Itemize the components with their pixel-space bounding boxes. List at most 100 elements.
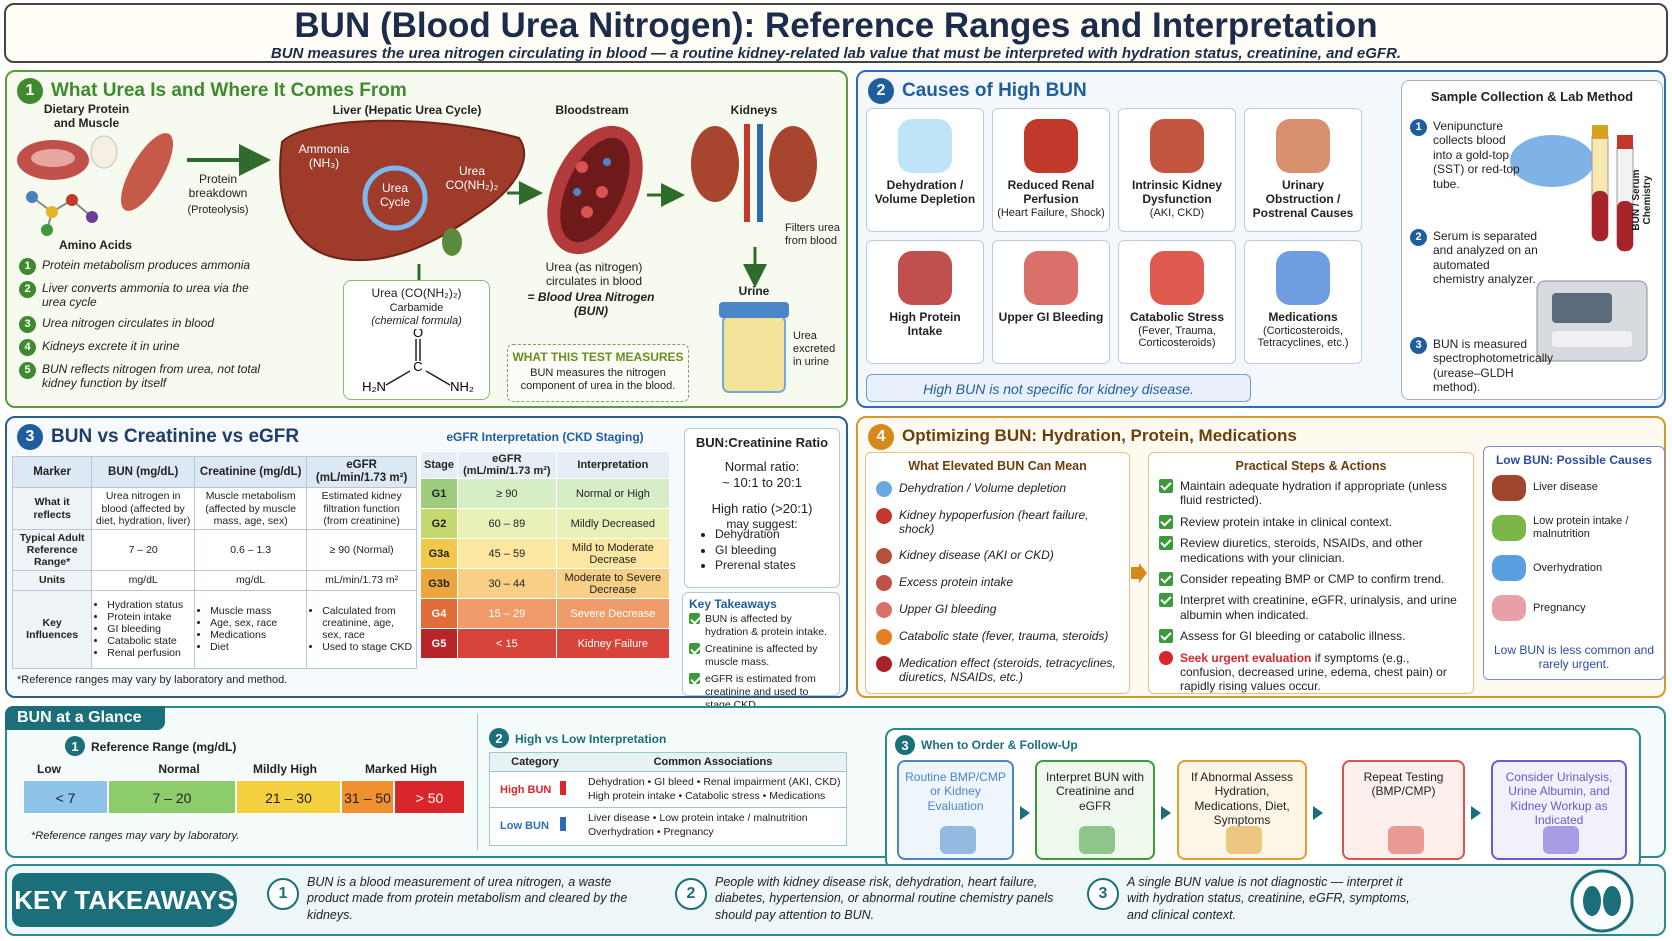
step-text: Urea nitrogen circulates in blood — [42, 315, 215, 330]
stage-cell: Kidney Failure — [555, 628, 671, 659]
step-number: 2 — [1410, 229, 1427, 246]
cause-label: Medications — [1268, 310, 1338, 324]
takeaway-number: 2 — [675, 878, 707, 910]
item-text: Kidney hypoperfusion (heart failure, sho… — [899, 508, 1089, 537]
table-cell: Hydration statusProtein intakeGI bleedin… — [91, 589, 196, 669]
section-compare: 3 BUN vs Creatinine vs eGFR Marker BUN (m… — [5, 416, 848, 711]
egfr-table: Stage eGFR (mL/min/1.73 m²) Interpretation… — [420, 451, 671, 659]
takeaway-text: People with kidney disease risk, dehydra… — [715, 875, 1054, 922]
range-band: 7 – 20 — [108, 780, 236, 814]
step-row: 4 Kidneys excrete it in urine — [19, 338, 269, 356]
elevated-box: What Elevated BUN Can Mean Dehydration /… — [865, 452, 1130, 694]
cause-label: Dehydration / Volume Depletion — [874, 178, 976, 206]
shape — [576, 161, 588, 173]
shape — [1131, 563, 1147, 583]
stage-cell: 30 – 44 — [456, 568, 557, 599]
item-text: Low protein intake / malnutrition — [1533, 515, 1629, 541]
item-icon — [876, 574, 892, 591]
takeaway-number: 3 — [1087, 878, 1119, 910]
ratio-value: ~ 10:1 to 20:1 — [722, 475, 802, 490]
sample-title: Sample Collection & Lab Method — [1430, 89, 1634, 104]
alert-icon — [1159, 650, 1173, 665]
item-icon — [876, 508, 892, 524]
table-cell: Calculated from creatinine, age, sex, ra… — [306, 589, 417, 669]
table-cell: Units — [11, 569, 93, 591]
order-step: Repeat Testing (BMP/CMP) — [1342, 760, 1465, 860]
flow-arrow — [1020, 806, 1030, 820]
tube-label: BUN / Serum Chemistry — [1631, 169, 1653, 231]
item-icon — [876, 481, 892, 497]
order-panel: 3 When to Order & Follow-Up Routine BMP/… — [885, 728, 1641, 870]
section-optimize: 4 Optimizing BUN: Hydration, Protein, Me… — [856, 416, 1666, 698]
takeaway-item: BUN is affected by hydration & protein i… — [689, 613, 835, 638]
action-item: Consider repeating BMP or CMP to confirm… — [1159, 571, 1465, 586]
cause-label: Urinary Obstruction / Postrenal Causes — [1252, 178, 1354, 220]
diagram-label: Amino Acids — [59, 238, 132, 252]
takeaway-item: Creatinine is affected by muscle mass. — [689, 643, 835, 668]
shape — [66, 194, 78, 206]
section-causes: 2 Causes of High BUN Dehydration / Volum… — [856, 70, 1666, 408]
section-takeaways: KEY TAKEAWAYS 1 BUN is a blood measuremen… — [5, 864, 1666, 936]
shape — [573, 188, 581, 196]
page-subtitle: BUN measures the urea nitrogen circulati… — [270, 45, 1402, 62]
elevated-item: Kidney hypoperfusion (heart failure, sho… — [876, 508, 1121, 537]
takeaways-title: KEY TAKEAWAYS — [12, 873, 237, 927]
diagram-label: = Blood Urea Nitrogen (BUN) — [527, 290, 655, 319]
stage-cell: Mildly Decreased — [555, 508, 671, 539]
low-item: Low protein intake / malnutrition — [1492, 515, 1658, 542]
table-row: Key InfluencesHydration statusProtein in… — [11, 589, 417, 669]
sample-step: 3 BUN is measured spectrophotometrically … — [1410, 337, 1560, 395]
bullet-item: Calculated from creatinine, age, sex, ra… — [322, 605, 413, 641]
panel-number: 2 — [489, 728, 509, 748]
glance-title: BUN at a Glance — [5, 706, 165, 730]
shape — [31, 196, 93, 231]
order-text: Routine BMP/CMP or Kidney Evaluation — [905, 770, 1006, 813]
header-row: Marker BUN (mg/dL) Creatinine (mg/dL) eGFR … — [11, 455, 417, 489]
order-text: If Abnormal Assess Hydration, Medication… — [1190, 770, 1294, 828]
shape — [90, 135, 118, 169]
table-cell: 0.6 – 1.3 — [194, 528, 308, 571]
interpretation-table: Category Common Associations High BUN Dehyd… — [489, 752, 847, 846]
bullet-item: GI bleeding — [107, 623, 191, 635]
table-cell: Typical Adult Reference Range* — [11, 528, 93, 571]
shape — [581, 206, 593, 218]
ratio-title: BUN:Creatinine Ratio — [695, 435, 829, 450]
urea-diagram — [17, 119, 817, 393]
stage-cell: Moderate to Severe Decrease — [555, 568, 671, 599]
step-row: 5 BUN reflects nitrogen from urea, not to… — [19, 361, 269, 391]
step-row: 3 Urea nitrogen circulates in blood — [19, 315, 269, 333]
takeaway-number: 1 — [267, 878, 299, 910]
step-number: 2 — [19, 281, 36, 298]
cause-detail: (Fever, Trauma, Corticosteroids) — [1138, 324, 1216, 350]
table-row: Units mg/dL mg/dL mL/min/1.73 m² — [11, 569, 417, 591]
item-icon — [1492, 475, 1526, 501]
shape — [385, 370, 411, 386]
association: Dehydration • GI bleed • Renal impairmen… — [588, 776, 841, 788]
stage-row: G1 ≥ 90 Normal or High — [420, 478, 671, 509]
shape — [86, 211, 98, 223]
action-text: Maintain adequate hydration if appropria… — [1180, 479, 1447, 508]
shape — [41, 224, 53, 236]
table-cell: ≥ 90 (Normal) — [306, 528, 417, 571]
range-label: Mildly High — [253, 762, 317, 776]
stage-cell: 45 – 59 — [456, 538, 557, 569]
stage-row: G2 60 – 89 Mildly Decreased — [420, 508, 671, 539]
diagram-label: (Proteolysis) — [187, 204, 249, 216]
measures-text: BUN measures the nitrogen component of u… — [520, 367, 676, 393]
header-cell: BUN (mg/dL) — [91, 455, 196, 489]
low-item: Overhydration — [1492, 555, 1658, 582]
item-text: Pregnancy — [1533, 601, 1586, 614]
item-icon — [1492, 595, 1526, 622]
bullet-item: Diet — [210, 641, 303, 653]
action-text: Review protein intake in clinical contex… — [1180, 514, 1393, 529]
action-item: Review diuretics, steroids, NSAIDs, and … — [1159, 536, 1465, 565]
check — [1159, 593, 1173, 608]
sample-step: 1 Venipuncture collects blood into a gold… — [1410, 119, 1528, 191]
kidney-icon — [1570, 869, 1634, 933]
check — [1159, 479, 1173, 493]
shape — [121, 133, 173, 211]
note-box: High BUN is not specific for kidney dise… — [866, 374, 1251, 402]
item-text: Medication effect (steroids, tetracyclin… — [899, 655, 1116, 685]
cause-detail: (AKI, CKD) — [1149, 206, 1205, 219]
